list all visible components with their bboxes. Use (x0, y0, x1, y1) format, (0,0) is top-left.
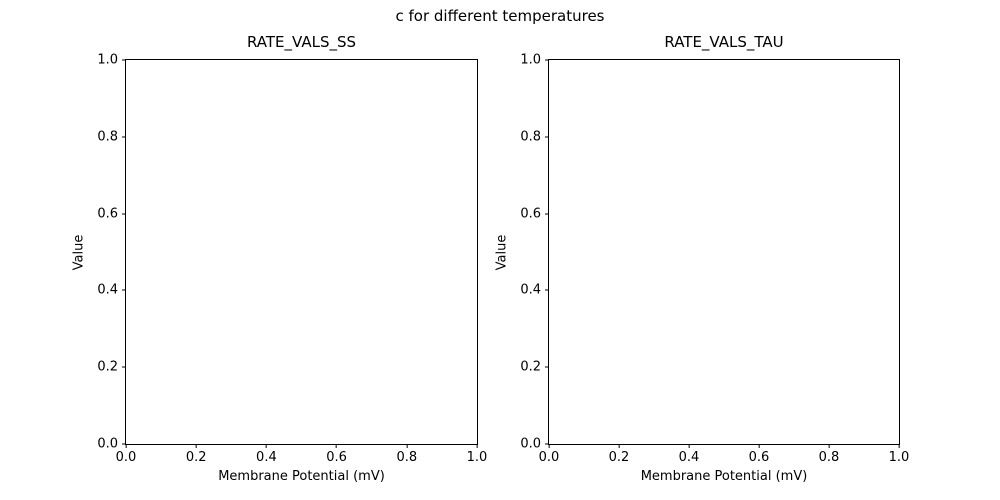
tick-mark (545, 59, 549, 61)
tick-mark (688, 444, 690, 448)
y-tick-label: 0.0 (520, 436, 541, 452)
x-tick: 0.4 (256, 444, 277, 464)
y-tick-label: 0.6 (520, 206, 541, 222)
tick-mark (265, 444, 267, 448)
tick-mark (336, 444, 338, 448)
y-tick-label: 0.4 (520, 282, 541, 298)
y-tick: 1.0 (520, 54, 549, 67)
subplot-title-rate-vals-tau: RATE_VALS_TAU (664, 33, 784, 51)
x-tick-label: 0.0 (538, 450, 560, 465)
x-tick: 0.2 (186, 444, 207, 464)
tick-mark (122, 136, 126, 138)
y-tick: 0.0 (97, 438, 126, 451)
x-tick: 0.0 (115, 444, 137, 465)
tick-mark (195, 444, 197, 448)
plot-area-rate-vals-tau: 0.0 0.2 0.4 0.6 0.8 1.0 1.0 0.8 0.6 0.4 … (520, 54, 909, 465)
y-tick-label: 1.0 (520, 52, 541, 68)
x-tick-label: 0.8 (818, 450, 840, 465)
y-tick-label: 0.0 (97, 436, 118, 452)
tick-mark (545, 213, 549, 215)
y-axis-label-rate-vals-tau: Value (494, 234, 510, 270)
tick-mark (122, 59, 126, 61)
x-tick-label: 0.8 (396, 450, 418, 465)
y-tick-label: 0.4 (97, 282, 118, 298)
y-tick: 0.6 (520, 207, 549, 220)
tick-mark (476, 444, 478, 448)
y-tick: 0.4 (520, 284, 549, 297)
x-tick-label: 1.0 (888, 450, 910, 465)
y-tick-label: 0.8 (97, 129, 118, 145)
tick-mark (828, 444, 830, 448)
x-tick: 0.6 (748, 444, 770, 465)
y-tick: 0.0 (520, 438, 549, 451)
y-tick-label: 0.2 (97, 359, 118, 375)
tick-mark (545, 443, 549, 445)
plot-area-rate-vals-ss: 0.0 0.2 0.4 0.6 0.8 1.0 1.0 0.8 0.6 0.4 … (97, 54, 487, 465)
x-tick: 0.6 (326, 444, 347, 464)
y-tick: 0.2 (97, 361, 126, 374)
y-tick: 0.4 (97, 284, 126, 297)
tick-mark (122, 443, 126, 445)
x-tick-label: 0.6 (748, 450, 770, 465)
x-tick: 0.4 (678, 444, 700, 465)
y-axis-label-box: Value (493, 59, 511, 445)
y-tick-label: 0.6 (97, 206, 118, 222)
tick-mark (406, 444, 408, 448)
x-tick-label: 0.4 (678, 450, 700, 465)
y-tick-label: 0.2 (520, 359, 541, 375)
x-tick-label: 0.2 (185, 450, 207, 465)
y-tick-label: 0.8 (520, 129, 541, 145)
x-tick: 0.8 (818, 444, 840, 465)
y-tick: 0.8 (97, 130, 126, 143)
tick-mark (898, 444, 900, 448)
y-tick: 1.0 (97, 54, 126, 67)
x-tick: 0.0 (538, 444, 560, 465)
y-axis-label-rate-vals-ss: Value (71, 234, 87, 270)
x-axis-label-rate-vals-ss: Membrane Potential (mV) (218, 469, 385, 484)
y-tick: 0.6 (97, 207, 126, 220)
tick-mark (758, 444, 760, 448)
tick-mark (545, 366, 549, 368)
x-tick: 0.2 (608, 444, 630, 465)
tick-mark (618, 444, 620, 448)
x-tick-label: 0.0 (115, 450, 137, 465)
y-tick: 0.2 (520, 361, 549, 374)
y-tick: 0.8 (520, 130, 549, 143)
tick-mark (122, 366, 126, 368)
tick-mark (545, 136, 549, 138)
y-tick-label: 1.0 (97, 52, 118, 68)
tick-mark (545, 289, 549, 291)
x-tick: 1.0 (466, 444, 488, 465)
x-tick: 1.0 (888, 444, 910, 465)
y-axis-label-box: Value (70, 59, 88, 445)
x-tick-label: 0.4 (256, 450, 277, 465)
tick-mark (125, 444, 127, 448)
tick-mark (548, 444, 550, 448)
tick-mark (122, 289, 126, 291)
x-tick: 0.8 (396, 444, 417, 464)
tick-mark (122, 213, 126, 215)
x-axis-label-rate-vals-tau: Membrane Potential (mV) (640, 469, 808, 484)
figure-title: c for different temperatures (395, 7, 605, 25)
subplot-title-rate-vals-ss: RATE_VALS_SS (246, 33, 357, 51)
x-tick-label: 0.2 (608, 450, 630, 465)
x-tick-label: 0.6 (326, 450, 347, 465)
x-tick-label: 1.0 (466, 450, 488, 465)
